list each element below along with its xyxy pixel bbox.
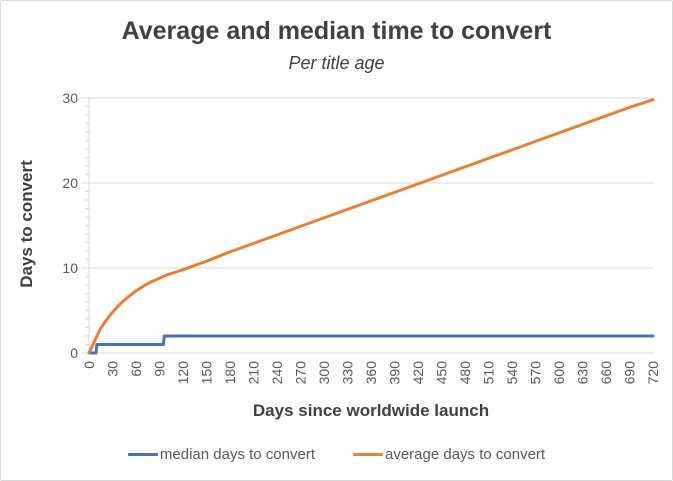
x-tick-label: 390 xyxy=(387,361,403,385)
x-tick-label: 330 xyxy=(340,361,356,385)
x-tick-label: 630 xyxy=(575,361,591,385)
x-tick-label: 540 xyxy=(504,361,520,385)
legend-item-median[interactable]: median days to convert xyxy=(127,446,315,463)
median-line-swatch xyxy=(127,453,158,456)
x-tick-label: 0 xyxy=(81,361,97,369)
y-tick-label: 0 xyxy=(70,345,78,361)
x-tick-label: 270 xyxy=(293,361,309,385)
chart-title: Average and median time to convert xyxy=(121,17,552,45)
average-series-line[interactable] xyxy=(87,98,655,355)
y-tick-label: 20 xyxy=(62,175,78,191)
x-tick-label: 720 xyxy=(645,361,661,385)
x-tick-label: 420 xyxy=(410,361,426,385)
x-tick-label: 480 xyxy=(457,361,473,385)
x-tick-label: 90 xyxy=(152,361,168,377)
legend-label-average: average days to convert xyxy=(385,446,546,463)
x-tick-label: 660 xyxy=(598,361,614,385)
chart-subtitle: Per title age xyxy=(288,53,385,73)
x-tick-label: 210 xyxy=(246,361,262,385)
x-tick-label: 120 xyxy=(175,361,191,385)
x-tick-label: 30 xyxy=(105,361,121,377)
x-axis-title: Days since worldwide launch xyxy=(252,401,490,420)
x-tick-label: 570 xyxy=(528,361,544,385)
y-tick-label: 30 xyxy=(62,90,78,106)
y-tick-label: 10 xyxy=(62,260,78,276)
x-tick-label: 300 xyxy=(316,361,332,385)
x-tick-label: 450 xyxy=(434,361,450,385)
x-tick-label: 150 xyxy=(199,361,215,385)
x-tick-label: 510 xyxy=(481,361,497,385)
average-line-swatch xyxy=(353,453,383,456)
x-tick-label: 60 xyxy=(128,361,144,377)
x-tick-label: 600 xyxy=(551,361,567,385)
legend: median days to convert average days to c… xyxy=(1,446,672,463)
y-axis-title: Days to convert xyxy=(17,160,36,288)
median-series-line[interactable] xyxy=(87,334,655,355)
x-tick-label: 180 xyxy=(222,361,238,385)
legend-item-average[interactable]: average days to convert xyxy=(353,446,545,463)
x-tick-label: 360 xyxy=(363,361,379,385)
x-tick-label: 690 xyxy=(622,361,638,385)
x-tick-label: 240 xyxy=(269,361,285,385)
legend-label-median: median days to convert xyxy=(159,446,315,463)
